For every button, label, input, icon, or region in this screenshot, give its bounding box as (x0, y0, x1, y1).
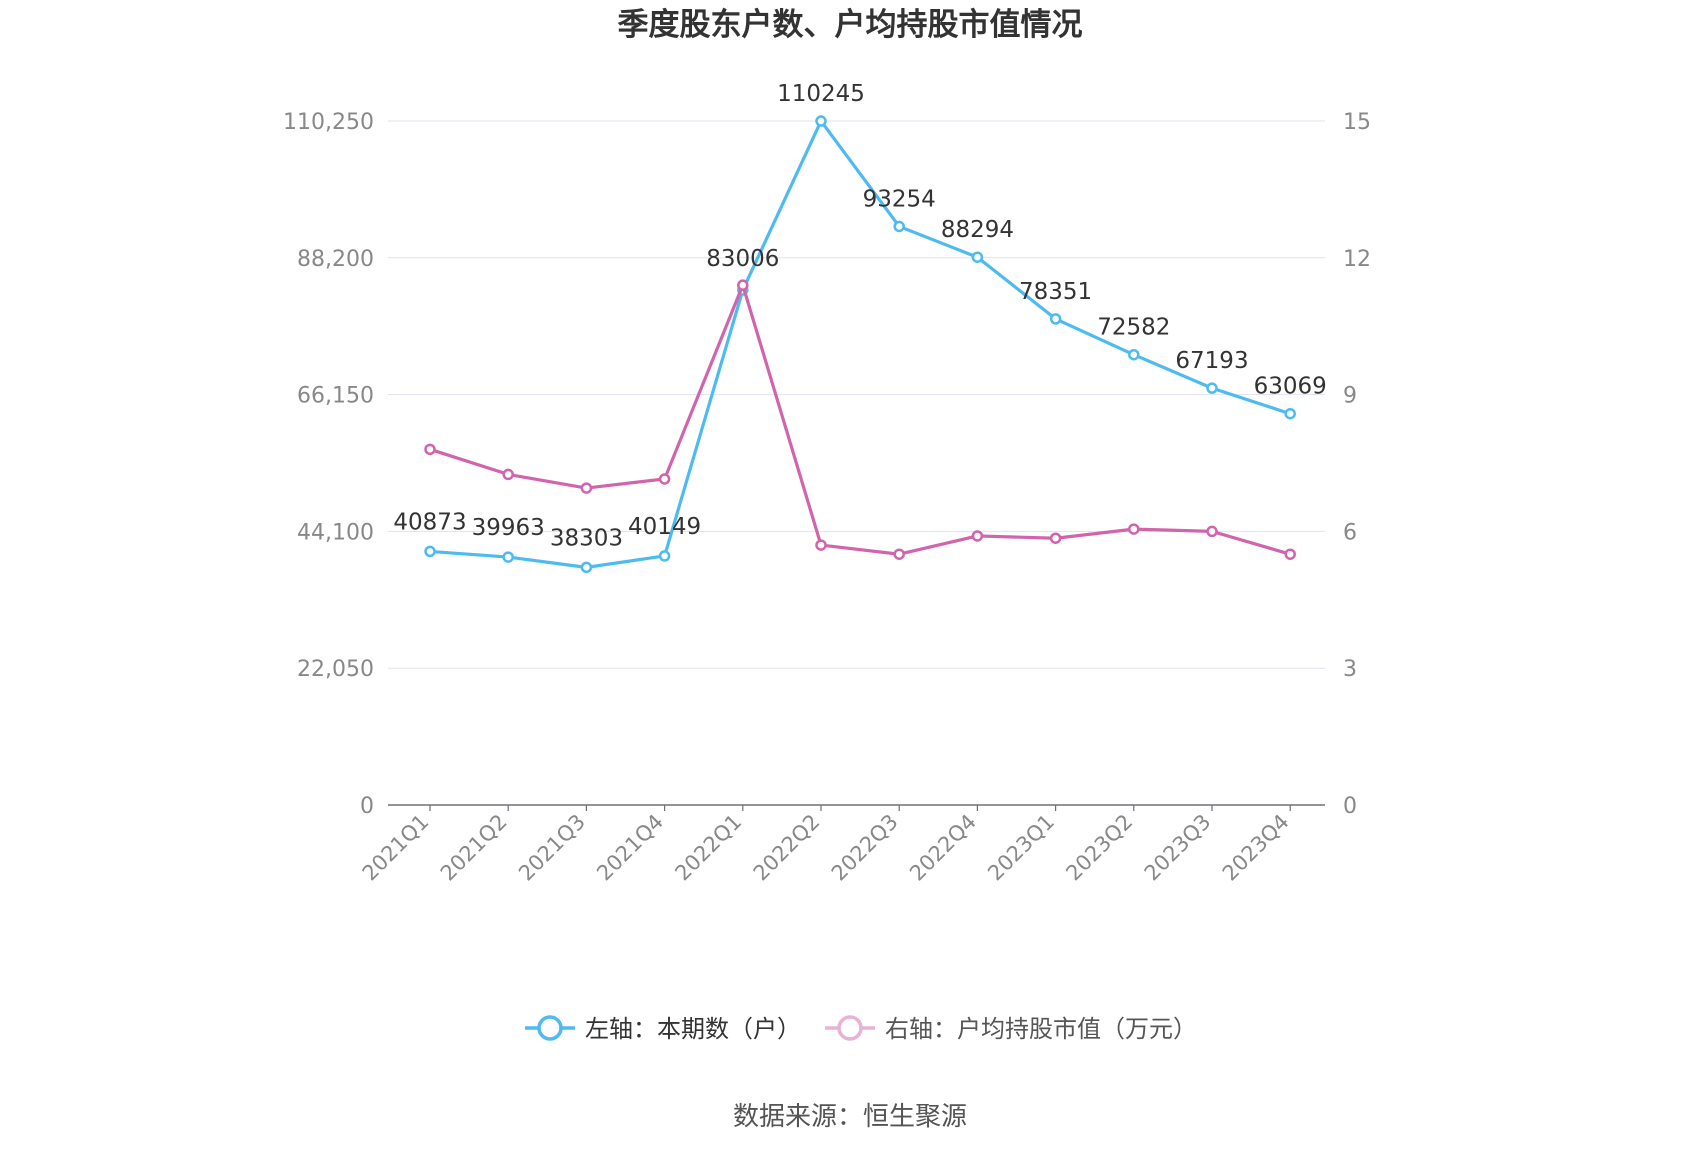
data-point[interactable] (1049, 313, 1062, 325)
data-point[interactable] (815, 115, 827, 127)
data-point[interactable] (424, 545, 436, 558)
left-axis-tick-label: 110,250 (283, 110, 374, 135)
series-lines (424, 115, 1296, 574)
data-point[interactable] (1206, 382, 1218, 394)
data-label: 67193 (1175, 348, 1248, 374)
x-axis-tick-label: 2023Q3 (1140, 810, 1216, 886)
data-point[interactable] (424, 443, 436, 456)
grid-lines (388, 120, 1325, 669)
data-label: 110245 (777, 81, 865, 107)
data-label: 93254 (863, 186, 936, 212)
right-axis-tick-label: 9 (1343, 384, 1357, 409)
data-point[interactable] (893, 548, 905, 560)
right-axis-tick-label: 3 (1343, 657, 1357, 682)
right-axis-tick-label: 0 (1343, 794, 1357, 819)
data-source: 数据来源：恒生聚源 (733, 1102, 967, 1132)
data-point[interactable] (1128, 523, 1140, 535)
data-point[interactable] (1206, 525, 1218, 538)
chart-title: 季度股东户数、户均持股市值情况 (618, 7, 1083, 43)
x-axis-tick-label: 2023Q2 (1061, 810, 1137, 886)
legend-item-shareholders[interactable]: 左轴：本期数（户） (525, 1015, 801, 1043)
data-label: 40873 (393, 509, 466, 535)
data-label: 39963 (472, 515, 545, 541)
data-label: 83006 (706, 246, 779, 272)
x-axis-tick-label: 2021Q4 (592, 810, 668, 886)
left-axis-tick-label: 0 (360, 794, 374, 819)
data-point[interactable] (1284, 548, 1296, 560)
data-point[interactable] (658, 550, 671, 562)
data-point[interactable] (580, 482, 593, 494)
data-point[interactable] (893, 220, 905, 233)
data-point[interactable] (1049, 532, 1062, 544)
data-point[interactable] (502, 551, 514, 563)
left-axis-tick-label: 22,050 (297, 657, 374, 682)
series-line-shareholders (429, 119, 1291, 569)
x-axis-tick-label: 2023Q1 (983, 810, 1059, 886)
data-labels: 40873 39963 38303 40149 83006 110245 932548829… (393, 81, 1326, 551)
data-point[interactable] (971, 530, 984, 542)
data-point[interactable] (502, 468, 514, 481)
data-point[interactable] (815, 539, 827, 551)
data-label: 38303 (550, 525, 623, 551)
x-axis-tick-label: 2022Q4 (905, 810, 981, 886)
left-axis-tick-label: 44,100 (297, 520, 374, 545)
legend[interactable]: 左轴：本期数（户） 右轴：户均持股市值（万元） (525, 1015, 1197, 1043)
axes: 0 0 22,050 3 44,100 6 66,150 9 88,200 12 110,250 15… (283, 110, 1371, 885)
left-axis-tick-label: 88,200 (297, 247, 374, 272)
data-point[interactable] (1128, 348, 1140, 361)
data-point[interactable] (658, 473, 671, 485)
legend-label: 左轴：本期数（户） (585, 1015, 801, 1043)
right-axis-tick-label: 15 (1343, 110, 1371, 135)
data-label: 40149 (628, 514, 701, 540)
data-point[interactable] (737, 279, 749, 291)
x-axis-tick-label: 2021Q3 (514, 810, 590, 886)
data-label: 78351 (1019, 279, 1092, 305)
data-label: 72582 (1097, 315, 1170, 341)
data-label: 63069 (1254, 374, 1327, 400)
legend-label: 右轴：户均持股市值（万元） (885, 1015, 1197, 1043)
right-axis-tick-label: 12 (1343, 247, 1371, 272)
data-point[interactable] (580, 561, 593, 574)
legend-item-avg-holding-value[interactable]: 右轴：户均持股市值（万元） (825, 1015, 1197, 1043)
legend-marker (537, 1015, 563, 1041)
legend-marker (837, 1015, 863, 1041)
x-axis-tick-label: 2022Q3 (827, 810, 903, 886)
right-axis-tick-label: 6 (1343, 520, 1357, 545)
x-axis-tick-label: 2021Q2 (436, 810, 512, 886)
series-line-avg-holding-value (429, 283, 1291, 556)
left-axis-tick-label: 66,150 (297, 384, 374, 409)
data-point[interactable] (971, 251, 984, 263)
x-axis-tick-label: 2021Q1 (358, 810, 434, 886)
x-axis-tick-label: 2023Q4 (1218, 810, 1294, 886)
x-axis-tick-label: 2022Q1 (670, 810, 746, 886)
data-label: 88294 (941, 217, 1014, 243)
data-point[interactable] (1284, 407, 1296, 420)
x-axis-tick-label: 2022Q2 (749, 810, 825, 886)
